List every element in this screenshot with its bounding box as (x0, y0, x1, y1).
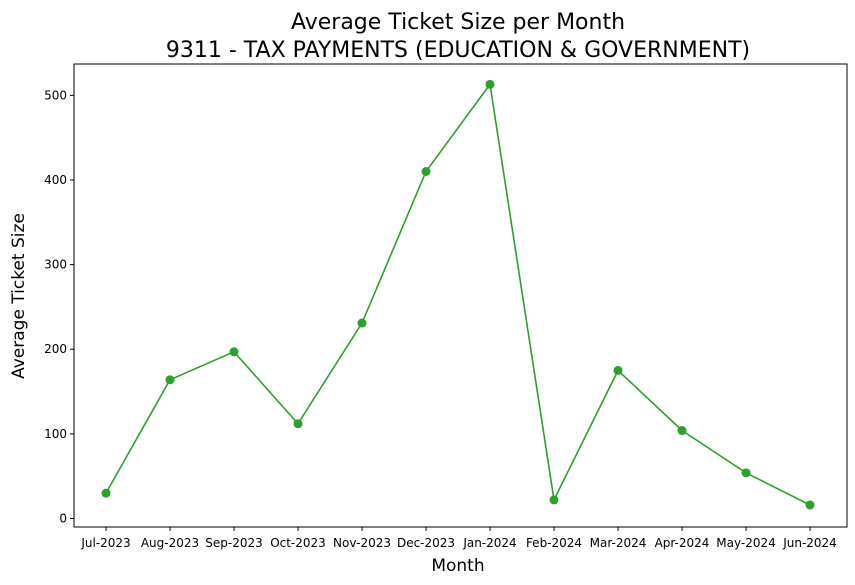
chart-subtitle: 9311 - TAX PAYMENTS (EDUCATION & GOVERNM… (166, 38, 750, 63)
x-tick-label: Mar-2024 (590, 536, 647, 550)
y-tick-label: 0 (59, 512, 67, 526)
y-axis-label: Average Ticket Size (9, 213, 29, 379)
y-tick-label: 300 (44, 258, 67, 272)
y-tick-label: 200 (44, 342, 67, 356)
x-tick-label: Apr-2024 (655, 536, 710, 550)
y-tick-label: 400 (44, 173, 67, 187)
x-tick-label: Aug-2023 (141, 536, 199, 550)
data-point (613, 365, 623, 375)
plot-area (73, 63, 848, 528)
x-tick-label: May-2024 (716, 536, 775, 550)
y-tick-label: 100 (44, 427, 67, 441)
data-point (293, 419, 303, 429)
data-point (101, 488, 111, 498)
series-line (105, 82, 811, 506)
x-tick-label: Dec-2023 (397, 536, 455, 550)
data-point (357, 318, 367, 328)
x-tick-label: Feb-2024 (526, 536, 582, 550)
x-tick-label: Nov-2023 (333, 536, 391, 550)
x-tick-label: Oct-2023 (270, 536, 326, 550)
x-axis-label: Month (431, 556, 484, 576)
x-axis: Jul-2023 Aug-2023 Sep-2023 Oct-2023 Nov-2023… (80, 527, 837, 550)
data-point (485, 79, 495, 89)
data-point (421, 166, 431, 176)
chart-title: Average Ticket Size per Month (291, 10, 625, 35)
x-tick-label: Jun-2024 (782, 536, 837, 550)
x-tick-label: Sep-2023 (205, 536, 263, 550)
data-point (741, 468, 751, 478)
x-tick-label: Jan-2024 (462, 536, 516, 550)
data-point (805, 500, 815, 510)
y-axis: 0 100 200 300 400 500 (44, 88, 74, 526)
data-point (677, 426, 687, 436)
y-tick-label: 500 (44, 88, 67, 102)
data-point (549, 495, 559, 505)
data-point (229, 347, 239, 357)
x-tick-label: Jul-2023 (80, 536, 130, 550)
series-average-ticket-size (101, 79, 815, 510)
data-point (165, 375, 175, 385)
